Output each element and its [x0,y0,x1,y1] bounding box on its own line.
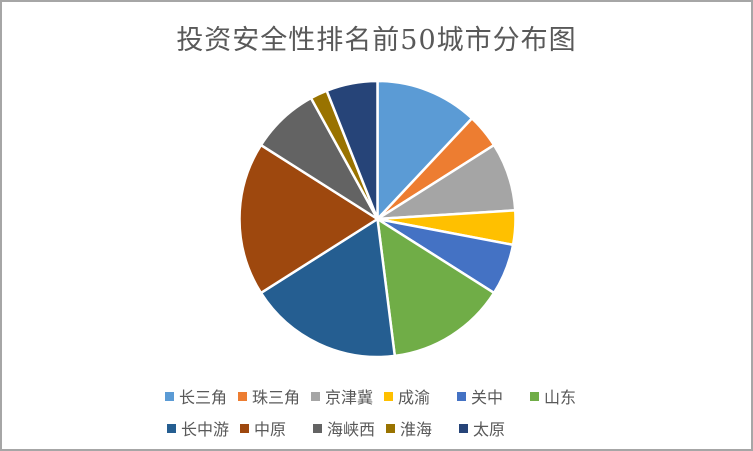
pie-slice-5[interactable] [375,216,496,358]
legend-label: 京津冀 [325,388,374,407]
legend-item-1[interactable]: 珠三角 [238,384,311,408]
legend-row-1: 长三角 珠三角 京津冀 成渝 关中 山东 [165,384,603,408]
legend-item-10[interactable]: 太原 [459,416,532,440]
legend-label: 关中 [471,388,504,407]
legend-item-7[interactable]: 中原 [240,416,313,440]
legend-marker-icon [459,423,468,433]
legend-marker-icon [313,423,322,433]
legend-label: 海峡西 [327,420,376,439]
legend-marker-icon [457,391,466,401]
chart-title[interactable]: 投资安全性排名前50城市分布图 [176,25,577,56]
legend-item-4[interactable]: 关中 [457,384,530,408]
legend-label: 成渝 [398,388,431,407]
legend-item-9[interactable]: 淮海 [386,416,459,440]
legend-marker-icon [386,423,395,433]
legend-marker-icon [167,423,176,433]
legend-item-6[interactable]: 长中游 [167,416,240,440]
legend-item-2[interactable]: 京津冀 [311,384,384,408]
legend-label: 太原 [473,420,506,439]
legend-label: 中原 [254,420,287,439]
legend-marker-icon [240,423,249,433]
legend-item-0[interactable]: 长三角 [165,384,238,408]
legend-marker-icon [530,391,539,401]
legend-item-5[interactable]: 山东 [530,384,603,408]
legend-marker-icon [165,391,174,401]
legend-label: 长中游 [181,420,230,439]
pie-slice-6[interactable] [259,216,397,359]
legend-marker-icon [384,391,393,401]
legend-label: 长三角 [179,388,228,407]
pie-slice-10[interactable] [325,79,379,220]
legend-label: 淮海 [400,420,433,439]
legend-row-2: 长中游 中原 海峡西 淮海 太原 [167,416,532,440]
legend-marker-icon [238,391,247,401]
legend-label: 珠三角 [252,388,301,407]
pie-slice-7[interactable] [238,143,380,295]
legend-item-8[interactable]: 海峡西 [313,416,386,440]
legend-marker-icon [311,391,320,401]
legend-item-3[interactable]: 成渝 [384,384,457,408]
legend-label: 山东 [544,388,577,407]
pie-slice-0[interactable] [376,79,474,223]
